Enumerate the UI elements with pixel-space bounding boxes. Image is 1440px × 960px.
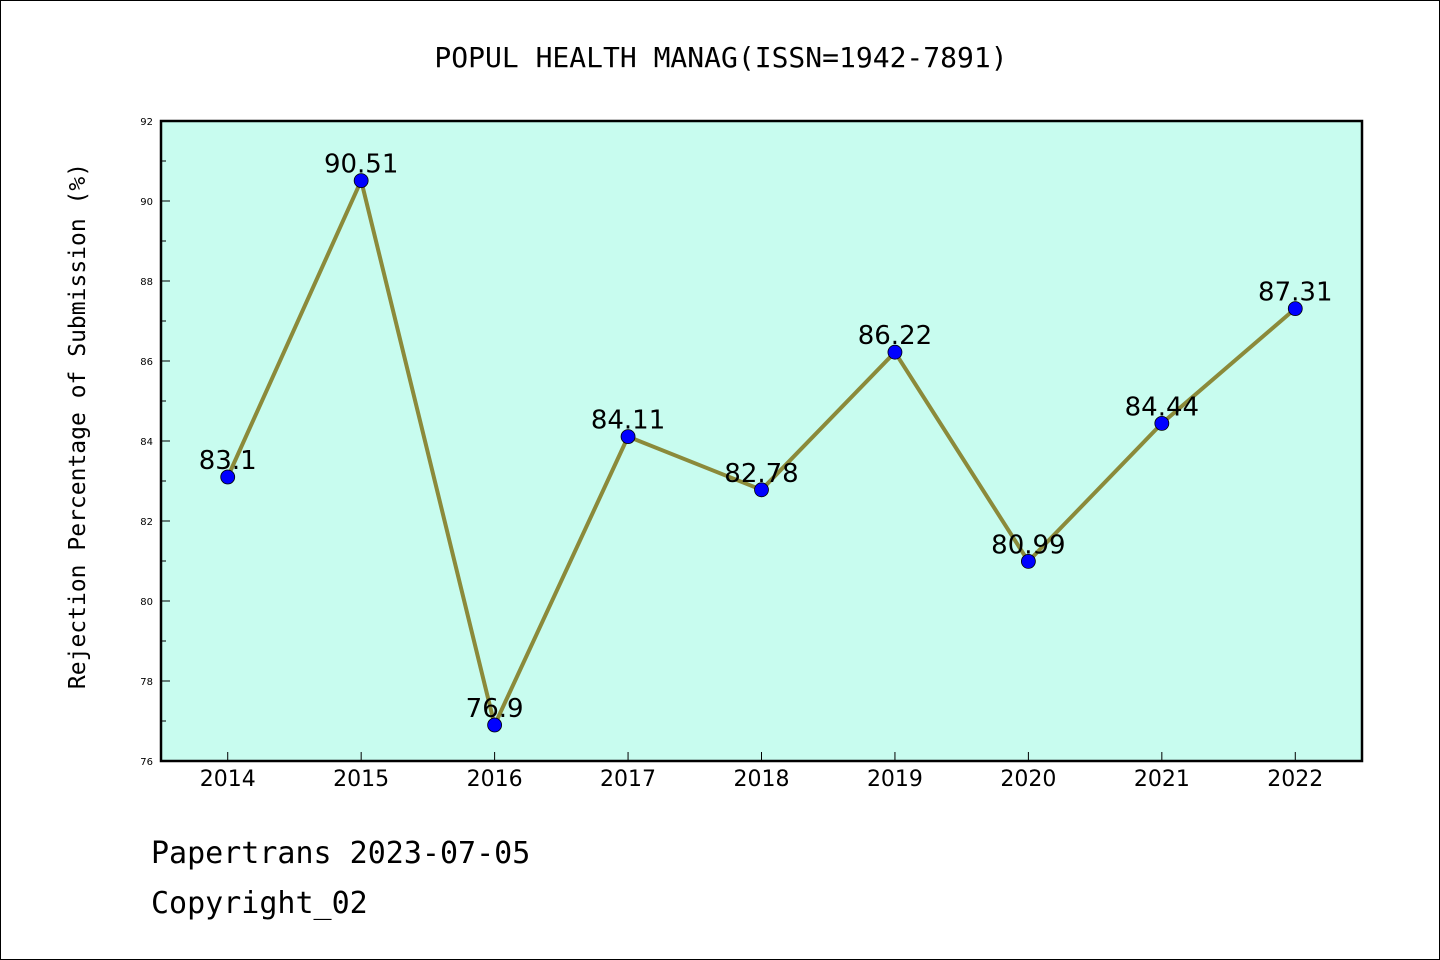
data-label: 83.1 xyxy=(199,446,257,476)
x-tick-label: 2014 xyxy=(200,767,256,792)
x-tick-label: 2019 xyxy=(867,767,923,792)
data-label: 84.11 xyxy=(591,406,665,436)
y-tick-label: 92 xyxy=(140,117,153,128)
data-label: 86.22 xyxy=(858,321,932,351)
data-label: 90.51 xyxy=(324,150,398,180)
data-point xyxy=(754,482,769,498)
data-label: 87.31 xyxy=(1258,278,1332,308)
data-point xyxy=(1020,554,1036,569)
y-tick-label: 86 xyxy=(140,357,153,368)
x-axis: 2014 2015 2016 2017 2018 2019 2020 2021 2022 xyxy=(200,752,1323,792)
data-labels: 83.1 90.51 76.9 84.11 82.78 86.22 80.99 84.44 87… xyxy=(199,150,1333,724)
data-label: 80.99 xyxy=(991,530,1065,560)
data-point xyxy=(620,429,636,445)
y-tick-label: 90 xyxy=(140,197,153,208)
plot-frame xyxy=(159,119,1364,763)
chart-title: POPUL HEALTH MANAG(ISSN=1942-7891) xyxy=(434,41,1007,74)
data-point xyxy=(353,173,369,189)
x-tick-label: 2018 xyxy=(734,767,790,792)
x-tick-label: 2020 xyxy=(1000,767,1056,792)
data-points xyxy=(220,173,1303,733)
data-label: 82.78 xyxy=(724,459,798,489)
y-tick-label: 82 xyxy=(140,517,153,528)
y-axis-label: Rejection Percentage of Submission (%) xyxy=(65,163,91,689)
copyright-note: Copyright_02 xyxy=(151,886,368,921)
data-point xyxy=(1154,415,1170,431)
data-label: 84.44 xyxy=(1125,392,1199,422)
y-tick-label: 78 xyxy=(140,677,153,688)
x-tick-label: 2021 xyxy=(1134,767,1190,792)
y-tick-label: 88 xyxy=(140,277,153,288)
y-tick-label: 84 xyxy=(140,437,153,448)
x-tick-label: 2017 xyxy=(600,767,656,792)
data-point xyxy=(487,717,503,733)
x-tick-label: 2015 xyxy=(333,767,389,792)
y-tick-label: 80 xyxy=(140,597,153,608)
data-label: 76.9 xyxy=(466,694,524,724)
source-note: Papertrans 2023-07-05 xyxy=(151,836,531,871)
plot-area xyxy=(161,121,1362,761)
x-tick-label: 2016 xyxy=(467,767,523,792)
x-tick-label: 2022 xyxy=(1267,767,1323,792)
data-point xyxy=(887,344,903,360)
data-point xyxy=(1287,301,1303,317)
y-axis: 76 78 80 82 84 86 88 90 92 xyxy=(140,117,170,768)
data-point xyxy=(220,469,236,485)
y-tick-label: 76 xyxy=(140,757,153,768)
